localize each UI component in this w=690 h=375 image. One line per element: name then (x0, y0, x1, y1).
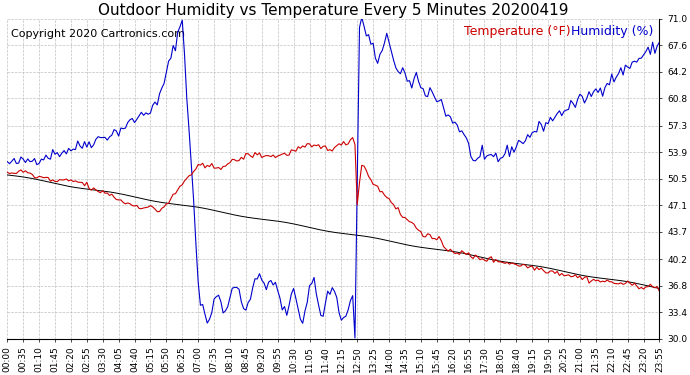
Legend: Temperature (°F), Humidity (%): Temperature (°F), Humidity (%) (460, 20, 658, 43)
Title: Outdoor Humidity vs Temperature Every 5 Minutes 20200419: Outdoor Humidity vs Temperature Every 5 … (98, 3, 569, 18)
Text: Copyright 2020 Cartronics.com: Copyright 2020 Cartronics.com (10, 28, 184, 39)
